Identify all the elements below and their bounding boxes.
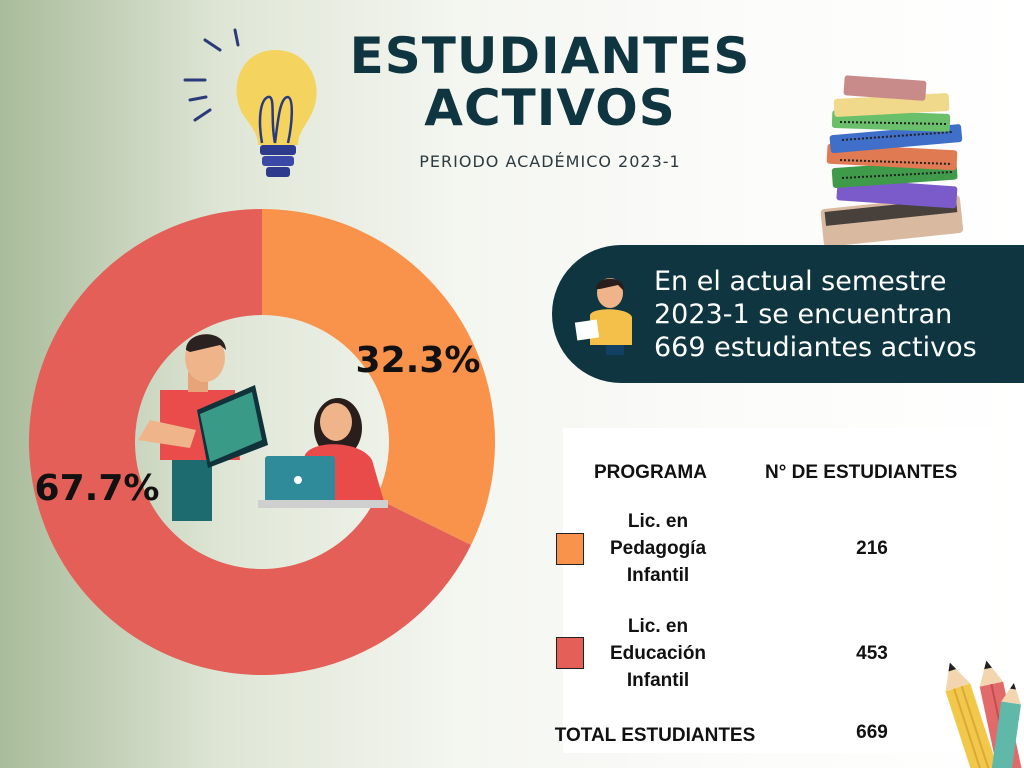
slice-label-educacion: 67.7% — [35, 468, 160, 509]
lightbulb-icon — [183, 28, 317, 177]
pencils-icon — [945, 660, 1023, 768]
donut-chart: 32.3% 67.7% — [28, 209, 495, 675]
students-illustration — [138, 334, 388, 521]
student-count-pedagogia: 216 — [856, 538, 888, 559]
donut-slice-educacion — [28, 209, 472, 675]
summary-line-3: 669 estudiantes activos — [654, 332, 977, 363]
program-name-educacion: Lic. en Educación Infantil — [609, 616, 707, 691]
title-line-1: ESTUDIANTES — [349, 27, 751, 85]
program-name-pedagogia: Lic. en Pedagogía Infantil — [609, 511, 707, 586]
summary-line-1: En el actual semestre — [654, 266, 947, 297]
title-line-2: ACTIVOS — [424, 79, 676, 137]
summary-banner: En el actual semestre 2023-1 se encuentr… — [552, 245, 1024, 383]
donut-slice-pedagogia — [262, 209, 495, 545]
total-value: 669 — [856, 722, 888, 743]
page-title: ESTUDIANTES ACTIVOS — [330, 30, 770, 134]
student-reading-icon — [574, 278, 632, 355]
legend-swatch-pedagogia — [556, 533, 584, 565]
page-subtitle: PERIODO ACADÉMICO 2023-1 — [419, 152, 681, 171]
student-count-educacion: 453 — [856, 643, 888, 664]
students-table — [563, 428, 995, 753]
total-label: TOTAL ESTUDIANTES — [554, 725, 756, 746]
summary-line-2: 2023-1 se encuentran — [654, 299, 953, 330]
column-header-students: N° DE ESTUDIANTES — [765, 462, 958, 483]
legend-swatch-educacion — [556, 637, 584, 669]
summary-text: En el actual semestre 2023-1 se encuentr… — [654, 265, 1014, 364]
books-stack-icon — [820, 75, 964, 247]
column-header-program: PROGRAMA — [594, 462, 707, 483]
slice-label-pedagogia: 32.3% — [356, 340, 481, 381]
